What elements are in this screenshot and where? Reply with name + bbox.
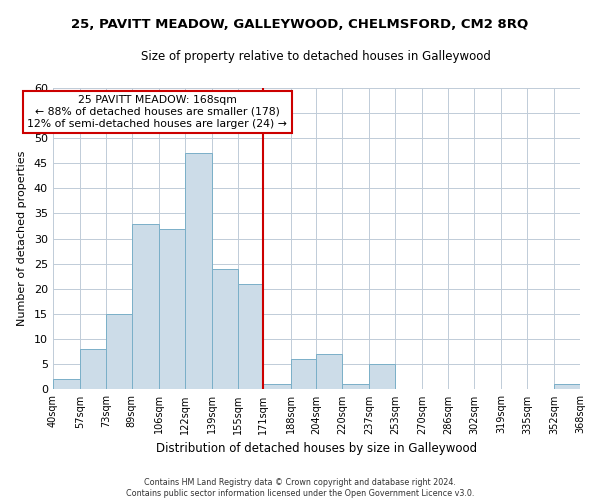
Bar <box>342 384 370 390</box>
Text: Contains HM Land Registry data © Crown copyright and database right 2024.
Contai: Contains HM Land Registry data © Crown c… <box>126 478 474 498</box>
Title: Size of property relative to detached houses in Galleywood: Size of property relative to detached ho… <box>142 50 491 63</box>
Bar <box>290 360 316 390</box>
Bar <box>212 269 238 390</box>
X-axis label: Distribution of detached houses by size in Galleywood: Distribution of detached houses by size … <box>156 442 477 455</box>
Bar <box>185 153 212 390</box>
Bar <box>238 284 263 390</box>
Text: 25, PAVITT MEADOW, GALLEYWOOD, CHELMSFORD, CM2 8RQ: 25, PAVITT MEADOW, GALLEYWOOD, CHELMSFOR… <box>71 18 529 30</box>
Bar <box>131 224 159 390</box>
Bar <box>263 384 290 390</box>
Bar <box>106 314 131 390</box>
Bar <box>159 228 185 390</box>
Bar <box>53 380 80 390</box>
Y-axis label: Number of detached properties: Number of detached properties <box>17 151 27 326</box>
Bar <box>316 354 342 390</box>
Bar <box>554 384 580 390</box>
Text: 25 PAVITT MEADOW: 168sqm
← 88% of detached houses are smaller (178)
12% of semi-: 25 PAVITT MEADOW: 168sqm ← 88% of detach… <box>28 96 287 128</box>
Bar <box>80 349 106 390</box>
Bar <box>370 364 395 390</box>
